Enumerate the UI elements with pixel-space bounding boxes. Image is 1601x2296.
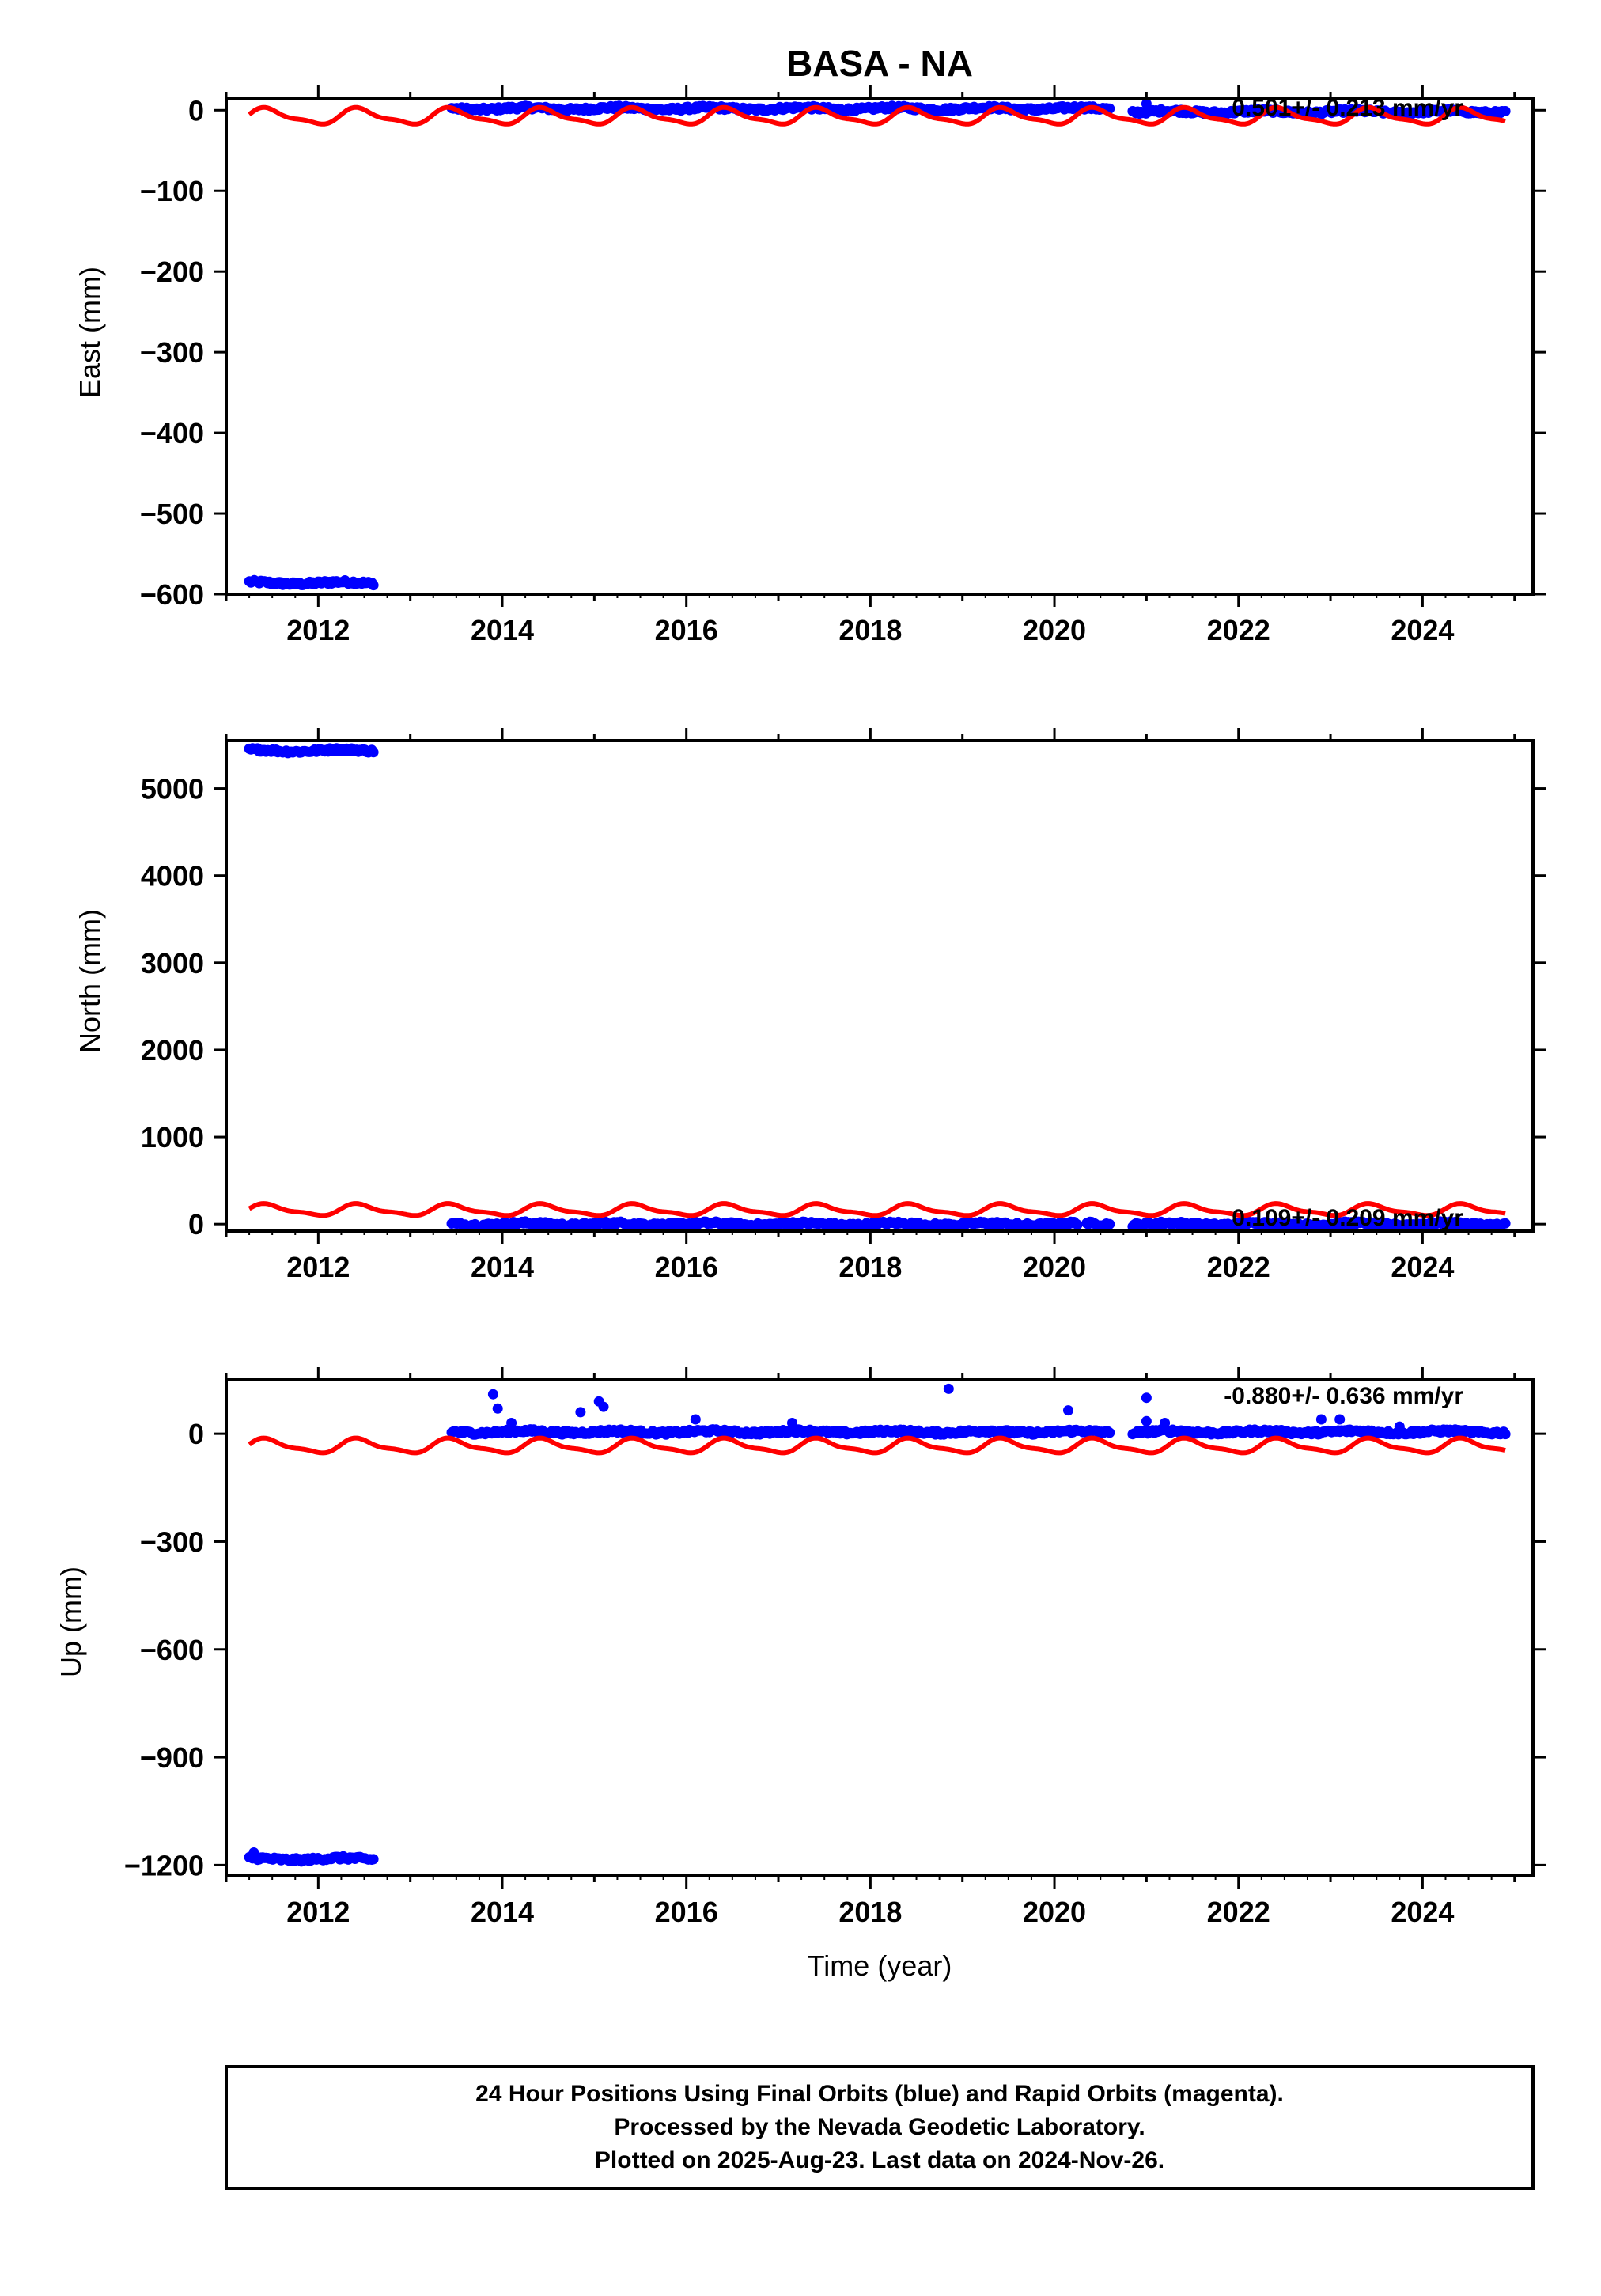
plot-frame (225, 1378, 1535, 1877)
rate-label: -0.880+/- 0.636 mm/yr (1224, 1383, 1463, 1409)
x-tick-label: 2012 (286, 614, 350, 646)
data-point (1500, 1429, 1511, 1440)
x-tick-label: 2014 (471, 614, 534, 646)
x-tick-label: 2020 (1023, 1251, 1086, 1283)
y-axis-label: North (mm) (74, 909, 106, 1053)
figure-title: BASA - NA (786, 43, 973, 84)
outlier-point (1141, 1392, 1152, 1404)
up-panel: 2012 2014 2016 2018 2020 2022 2024 0 −300 −600 −90… (55, 1367, 1546, 1928)
outlier-point (943, 1383, 954, 1394)
y-tick-label: 2000 (141, 1034, 204, 1067)
outlier-point (690, 1414, 701, 1425)
y-tick-label: 0 (188, 1208, 204, 1241)
footer-box (225, 2065, 1535, 2190)
outlier-point (1160, 1418, 1171, 1428)
data-point (1500, 1218, 1511, 1229)
data-point (368, 747, 379, 758)
rate-label: 0.109+/- 0.209 mm/yr (1232, 1205, 1463, 1231)
y-tick-label: −300 (140, 336, 204, 369)
outlier-point (787, 1418, 797, 1428)
x-tick-label: 2018 (838, 1251, 902, 1283)
outlier-point (492, 1403, 503, 1414)
x-tick-label: 2020 (1023, 614, 1086, 646)
plot-area (244, 98, 1511, 591)
data-point (1104, 1218, 1115, 1229)
x-tick-label: 2024 (1391, 614, 1454, 646)
outlier-point (575, 1407, 586, 1418)
east-panel: 2012 2014 2016 2018 2020 2022 2024 0 −100 −200 −30… (74, 85, 1546, 646)
x-tick-label: 2012 (286, 1896, 350, 1928)
outlier-point (487, 1389, 498, 1400)
outlier-point (506, 1418, 517, 1428)
outlier-point (598, 1401, 609, 1412)
x-axis-label: Time (year) (808, 1949, 952, 1982)
footer-line-1: 24 Hour Positions Using Final Orbits (bl… (475, 2081, 1284, 2107)
plot-frame (225, 739, 1535, 1233)
y-tick-label: 0 (188, 94, 204, 127)
data-segment (1081, 1216, 1115, 1231)
x-tick-label: 2016 (655, 614, 718, 646)
north-panel: 2012 2014 2016 2018 2020 2022 2024 0 1000 2000 300… (74, 728, 1546, 1283)
y-tick-label: −600 (140, 578, 204, 611)
plot-area (244, 743, 1511, 1231)
outlier-point (248, 1847, 259, 1858)
x-tick-label: 2016 (655, 1896, 718, 1928)
x-tick-label: 2016 (655, 1251, 718, 1283)
outlier-point (1141, 1415, 1152, 1426)
x-tick-label: 2022 (1207, 1251, 1270, 1283)
model-curve (248, 104, 1506, 127)
data-point (1072, 1219, 1083, 1230)
y-tick-label: −900 (140, 1741, 204, 1774)
data-point (368, 580, 379, 591)
outlier-point (1394, 1421, 1405, 1432)
y-tick-label: 3000 (141, 947, 204, 979)
x-tick-label: 2024 (1391, 1896, 1454, 1928)
outlier-point (1315, 1414, 1327, 1425)
y-tick-label: −500 (140, 498, 204, 530)
data-segment (1127, 1216, 1511, 1231)
y-tick-label: 0 (188, 1418, 204, 1450)
y-tick-label: 4000 (141, 860, 204, 892)
model-curve (248, 1435, 1506, 1456)
data-point (368, 1854, 379, 1865)
x-tick-label: 2020 (1023, 1896, 1086, 1928)
outlier-point (1063, 1405, 1073, 1416)
plot-area (244, 1383, 1511, 1867)
plot-frame (225, 97, 1535, 596)
y-axis-label: East (mm) (74, 267, 106, 398)
y-axis-label: Up (mm) (55, 1567, 87, 1677)
x-tick-label: 2018 (838, 1896, 902, 1928)
y-tick-label: 5000 (141, 773, 204, 805)
data-point (1104, 1427, 1115, 1438)
data-segment (446, 1216, 1083, 1231)
x-tick-label: 2014 (471, 1251, 534, 1283)
data-segment (244, 574, 379, 591)
outlier-point (1141, 98, 1152, 109)
rate-label: 0.501+/- 0.213 mm/yr (1232, 95, 1463, 121)
data-segment (244, 743, 379, 759)
y-tick-label: 1000 (141, 1121, 204, 1154)
y-tick-label: −100 (140, 175, 204, 207)
x-tick-label: 2022 (1207, 614, 1270, 646)
model-curve (248, 1201, 1506, 1218)
footer-line-2: Processed by the Nevada Geodetic Laborat… (614, 2114, 1145, 2140)
x-tick-label: 2024 (1391, 1251, 1454, 1283)
y-tick-label: −1200 (124, 1849, 204, 1881)
data-point (1500, 106, 1511, 116)
x-tick-label: 2012 (286, 1251, 350, 1283)
data-segment (244, 1851, 379, 1867)
y-tick-label: −400 (140, 417, 204, 449)
x-tick-label: 2014 (471, 1896, 534, 1928)
y-tick-label: −300 (140, 1525, 204, 1558)
data-segment (1127, 1424, 1511, 1440)
x-tick-label: 2022 (1207, 1896, 1270, 1928)
y-tick-label: −600 (140, 1634, 204, 1666)
outlier-point (1334, 1414, 1346, 1425)
y-tick-label: −200 (140, 256, 204, 288)
data-segment (446, 1424, 1115, 1440)
x-tick-label: 2018 (838, 614, 902, 646)
footer-line-3: Plotted on 2025-Aug-23. Last data on 202… (595, 2147, 1164, 2173)
